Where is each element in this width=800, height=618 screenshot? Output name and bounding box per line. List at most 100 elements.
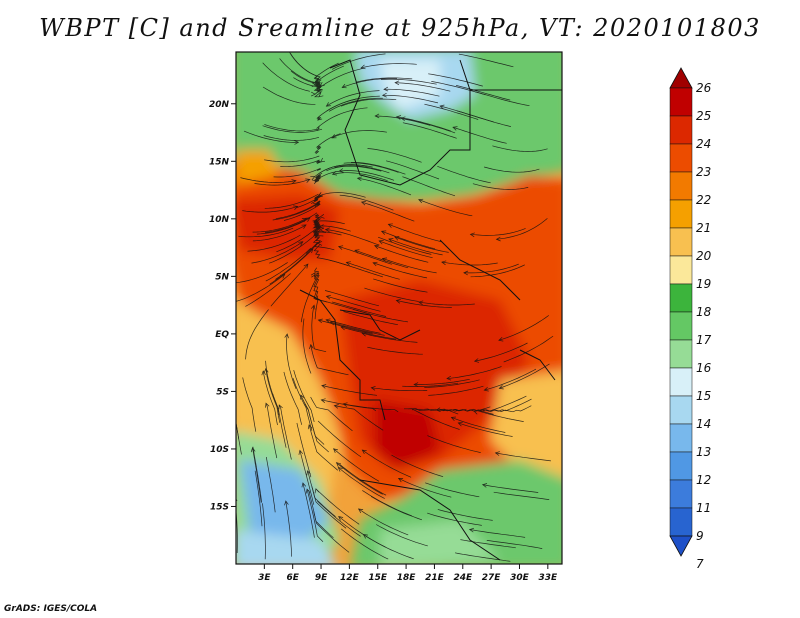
streamline-arrow — [319, 214, 325, 219]
streamline — [332, 172, 388, 182]
streamline — [402, 122, 457, 139]
streamline-arrow — [311, 82, 317, 88]
lon-tick-label: 3E — [258, 573, 271, 583]
streamline-arrow — [280, 273, 286, 279]
streamline-arrow — [318, 224, 324, 229]
streamline-arrow — [319, 227, 325, 233]
streamline-arrow — [374, 113, 380, 119]
streamline — [340, 528, 389, 560]
streamline-arrow — [418, 198, 424, 204]
streamline-arrow — [370, 385, 376, 391]
streamline — [252, 224, 307, 242]
streamline-arrow — [306, 470, 311, 476]
streamline — [469, 529, 526, 538]
streamline — [339, 170, 395, 181]
border-lake — [519, 349, 556, 381]
streamline — [242, 377, 257, 432]
streamline-arrow — [498, 336, 504, 342]
streamline — [245, 273, 291, 307]
streamline-arrow — [305, 178, 311, 183]
east-warm-band — [470, 190, 562, 320]
streamline — [314, 133, 341, 155]
streamline-arrow — [483, 386, 489, 392]
colorbar-level-label: 23 — [696, 165, 711, 179]
streamline — [242, 206, 298, 213]
streamline — [317, 500, 361, 537]
streamline-arrow — [318, 92, 324, 98]
colorbar-level-label: 11 — [696, 501, 711, 515]
streamline — [334, 405, 384, 431]
colorbar-level-label: 21 — [696, 221, 711, 235]
streamline — [379, 240, 433, 259]
streamline-arrow — [300, 394, 305, 400]
streamline-arrow — [400, 116, 406, 121]
streamline — [251, 241, 303, 264]
colorbar: 26 25 24 23 22 21 20 19 18 17 16 15 14 13 12 11 9 7 — [669, 67, 712, 571]
streamline-arrow — [312, 202, 318, 208]
streamline — [324, 290, 379, 307]
lon-tick-label: 15E — [368, 573, 388, 583]
streamline — [381, 230, 435, 250]
streamline — [350, 161, 406, 175]
streamline-arrow — [320, 398, 326, 403]
streamline-arrow — [301, 482, 307, 488]
streamline — [292, 378, 313, 431]
streamline — [452, 126, 507, 144]
streamline — [374, 245, 429, 263]
streamline — [382, 258, 437, 274]
streamline-arrow — [321, 384, 327, 389]
streamline-arrow — [263, 367, 269, 373]
streamline — [339, 464, 387, 496]
streamline-arrow — [452, 126, 458, 131]
streamline — [395, 82, 451, 92]
streamline — [262, 503, 266, 560]
streamline-arrow — [381, 92, 387, 98]
streamline — [296, 422, 312, 478]
colorbar-segment — [669, 171, 693, 201]
streamline — [264, 155, 320, 163]
streamline — [358, 508, 409, 536]
streamline-arrow — [298, 449, 304, 455]
streamline — [407, 408, 460, 430]
streamline — [313, 229, 335, 251]
streamline — [265, 360, 280, 416]
lat-tick-label: EQ — [215, 330, 229, 340]
streamline-arrow — [284, 500, 289, 506]
streamline-arrow — [383, 86, 389, 92]
streamline — [331, 53, 386, 70]
streamline — [458, 53, 514, 68]
streamline — [283, 371, 303, 425]
streamline-arrow — [441, 260, 447, 266]
streamline — [418, 199, 473, 217]
streamline — [402, 382, 459, 387]
streamline — [382, 94, 439, 104]
streamline — [256, 217, 311, 235]
lat-tick-label: 5N — [215, 272, 229, 282]
colorbar-segment — [669, 451, 693, 481]
streamline — [498, 315, 550, 341]
streamline-arrow — [450, 416, 456, 422]
streamline — [336, 462, 383, 495]
streamline-arrow — [446, 375, 452, 381]
streamline-arrow — [362, 534, 368, 539]
streamline-arrow — [331, 134, 337, 139]
grads-credit: GrADS: IGES/COLA — [4, 604, 98, 614]
colorbar-level-label: 19 — [696, 277, 711, 291]
streamline-arrow — [394, 80, 400, 86]
lat-tick-label: 15N — [209, 157, 230, 167]
streamline — [343, 311, 398, 326]
streamline-arrow — [418, 300, 424, 305]
streamline — [265, 456, 276, 513]
lat-tick-label: 15S — [210, 502, 229, 512]
streamline-arrow — [337, 467, 343, 472]
streamline-arrow — [356, 176, 363, 181]
streamline-arrow — [310, 175, 316, 181]
colorbar-level-label: 25 — [696, 109, 711, 123]
streamline-arrow — [337, 245, 344, 250]
streamline-arrow — [395, 299, 401, 304]
streamline — [503, 335, 554, 363]
streamline — [478, 405, 532, 413]
colorbar-segment — [669, 339, 693, 369]
streamline — [326, 165, 382, 172]
